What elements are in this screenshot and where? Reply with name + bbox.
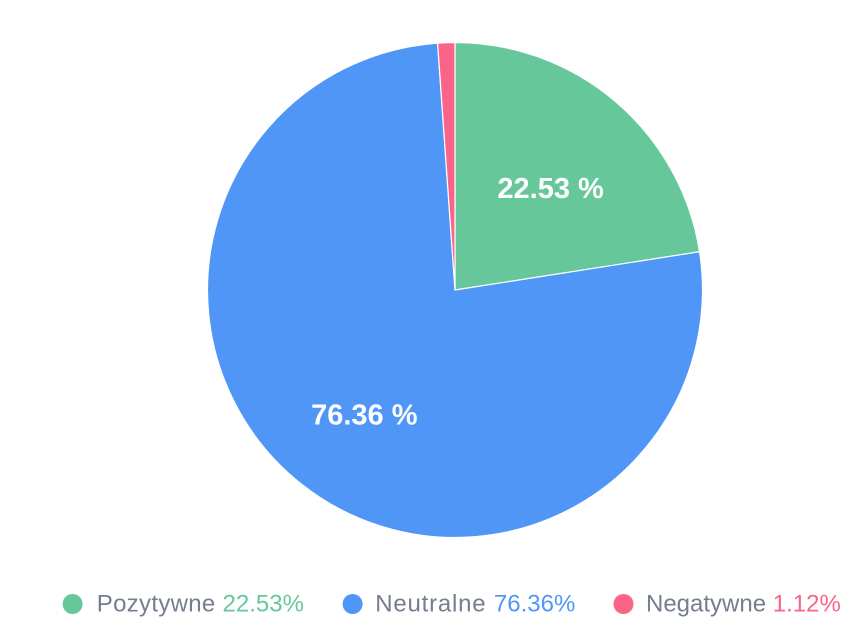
svg-text:Negatywne 1.12%: Negatywne 1.12% (646, 591, 841, 618)
svg-text:22.53 %: 22.53 % (497, 173, 604, 205)
svg-text:Neutralne 76.36%: Neutralne 76.36% (375, 591, 575, 618)
svg-text:Pozytywne 22.53%: Pozytywne 22.53% (97, 591, 304, 618)
svg-text:76.36 %: 76.36 % (311, 400, 418, 432)
